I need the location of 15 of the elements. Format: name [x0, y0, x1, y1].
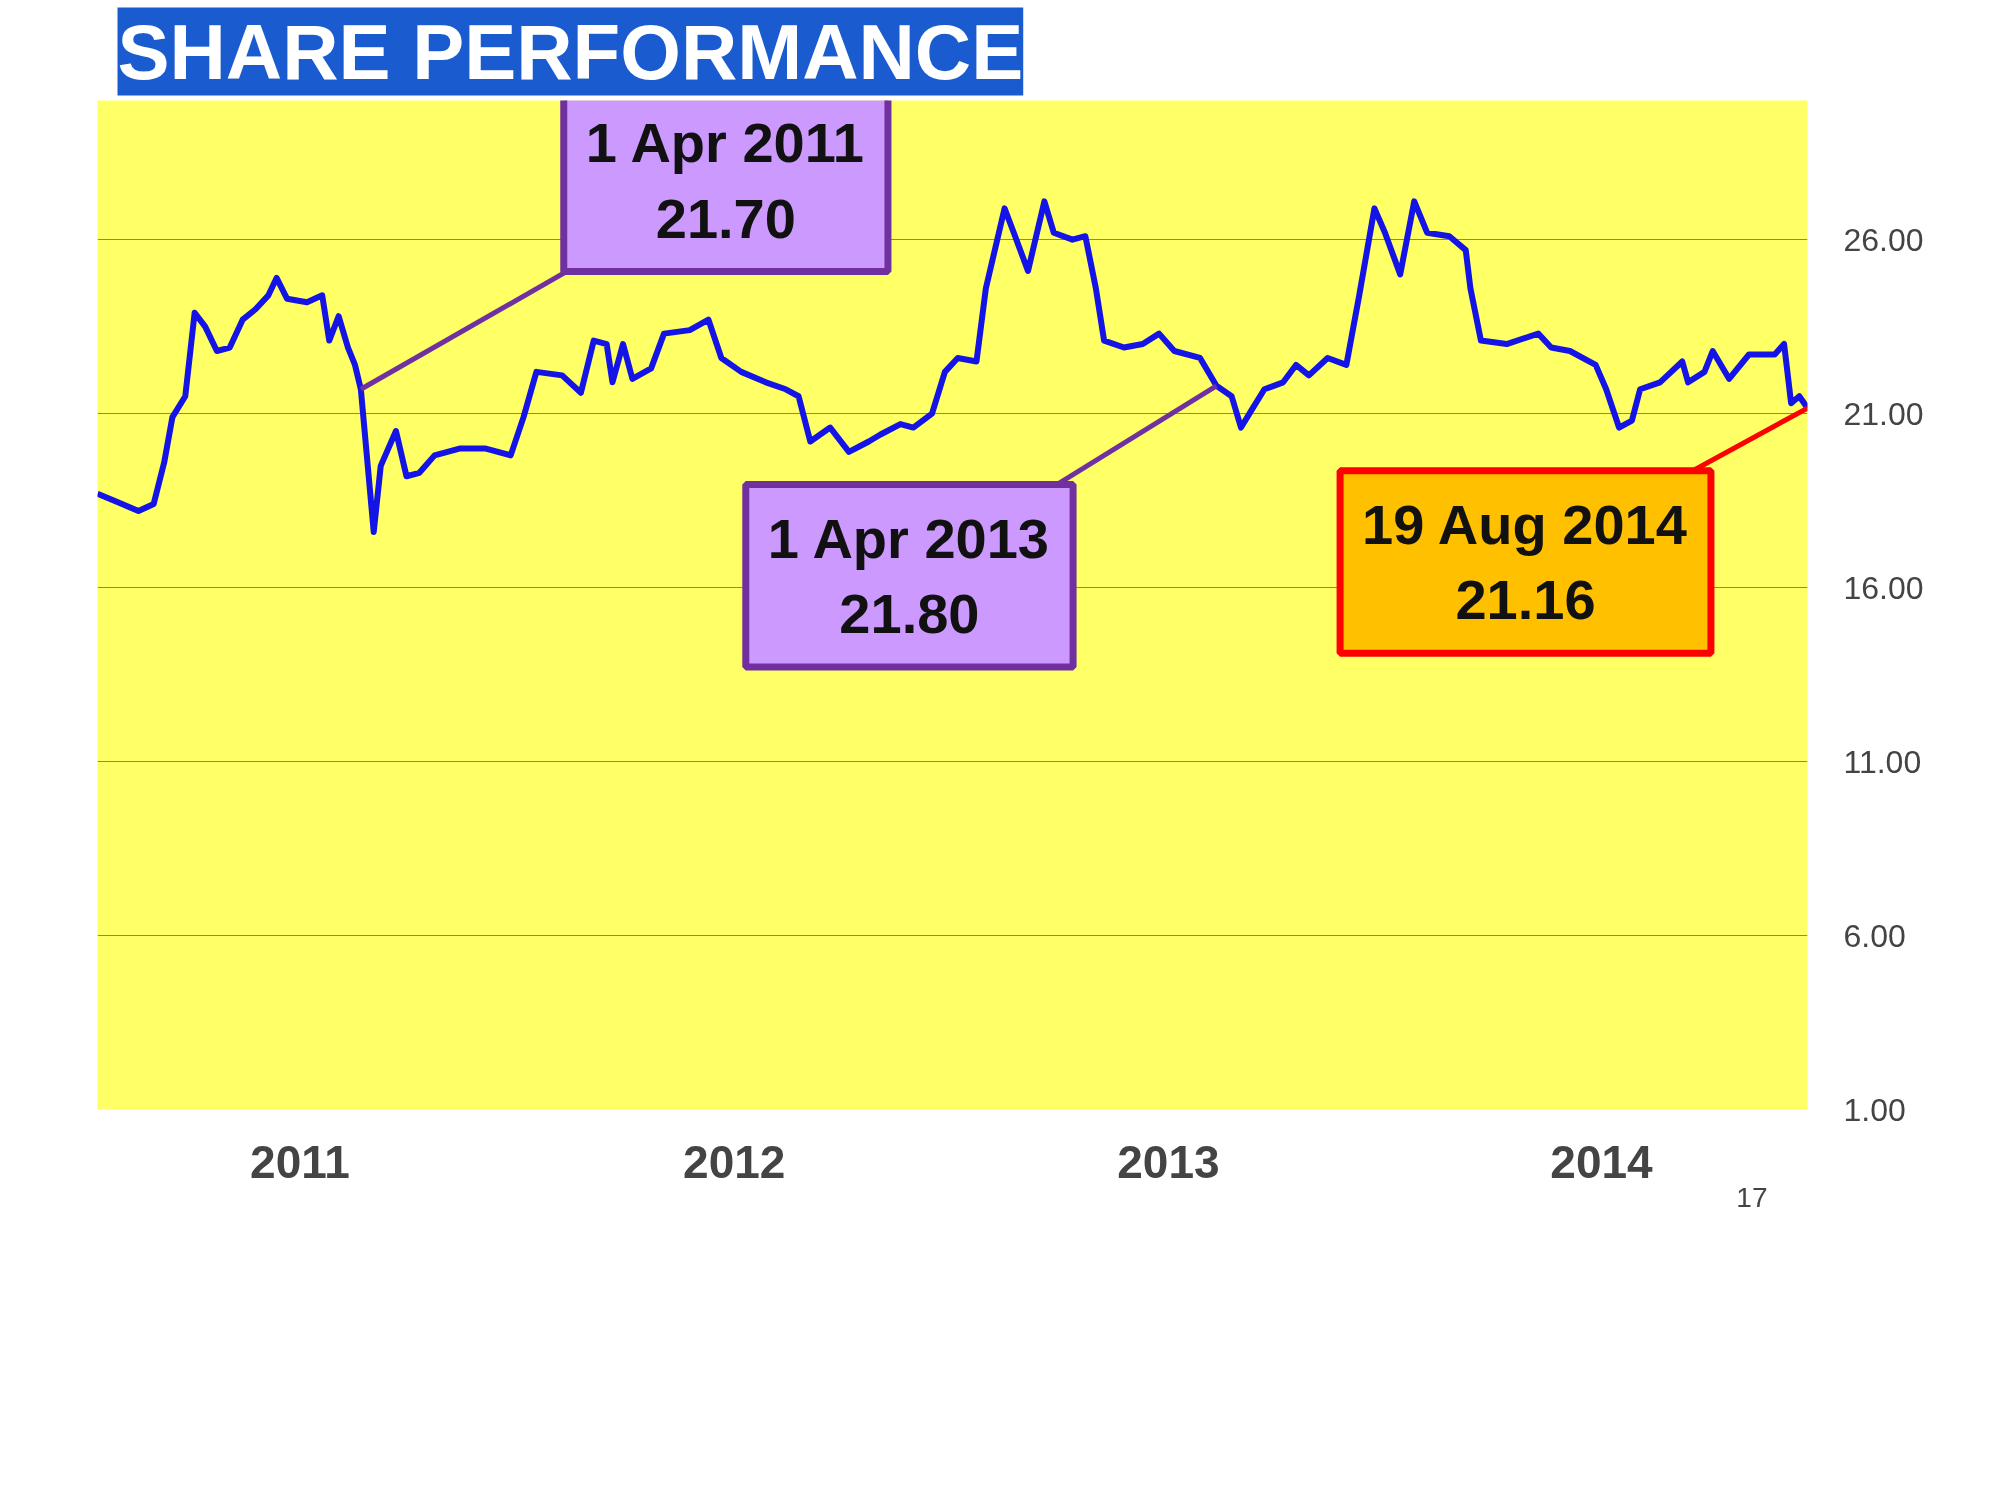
- chart-title: SHARE PERFORMANCE: [117, 7, 1024, 96]
- y-tick-label: 11.00: [1843, 743, 1922, 780]
- annotation: 1 Apr 2011 21.70: [585, 110, 864, 250]
- y-tick-label: 1.00: [1843, 1091, 1906, 1128]
- y-tick-label: 16.00: [1843, 569, 1924, 606]
- x-tick-label: 2011: [250, 1135, 350, 1188]
- annotation: 19 Aug 2014 21.16: [1362, 492, 1687, 632]
- x-tick-label: 2013: [1117, 1135, 1220, 1188]
- y-tick-label: 21.00: [1843, 395, 1924, 432]
- y-tick-label: 26.00: [1843, 221, 1924, 258]
- annotation: 1 Apr 2013 21.80: [767, 506, 1049, 646]
- x-tick-label: 2012: [683, 1135, 786, 1188]
- x-tick-label: 2014: [1550, 1135, 1654, 1188]
- y-tick-label: 6.00: [1843, 917, 1906, 954]
- text: 17: [1736, 1181, 1768, 1213]
